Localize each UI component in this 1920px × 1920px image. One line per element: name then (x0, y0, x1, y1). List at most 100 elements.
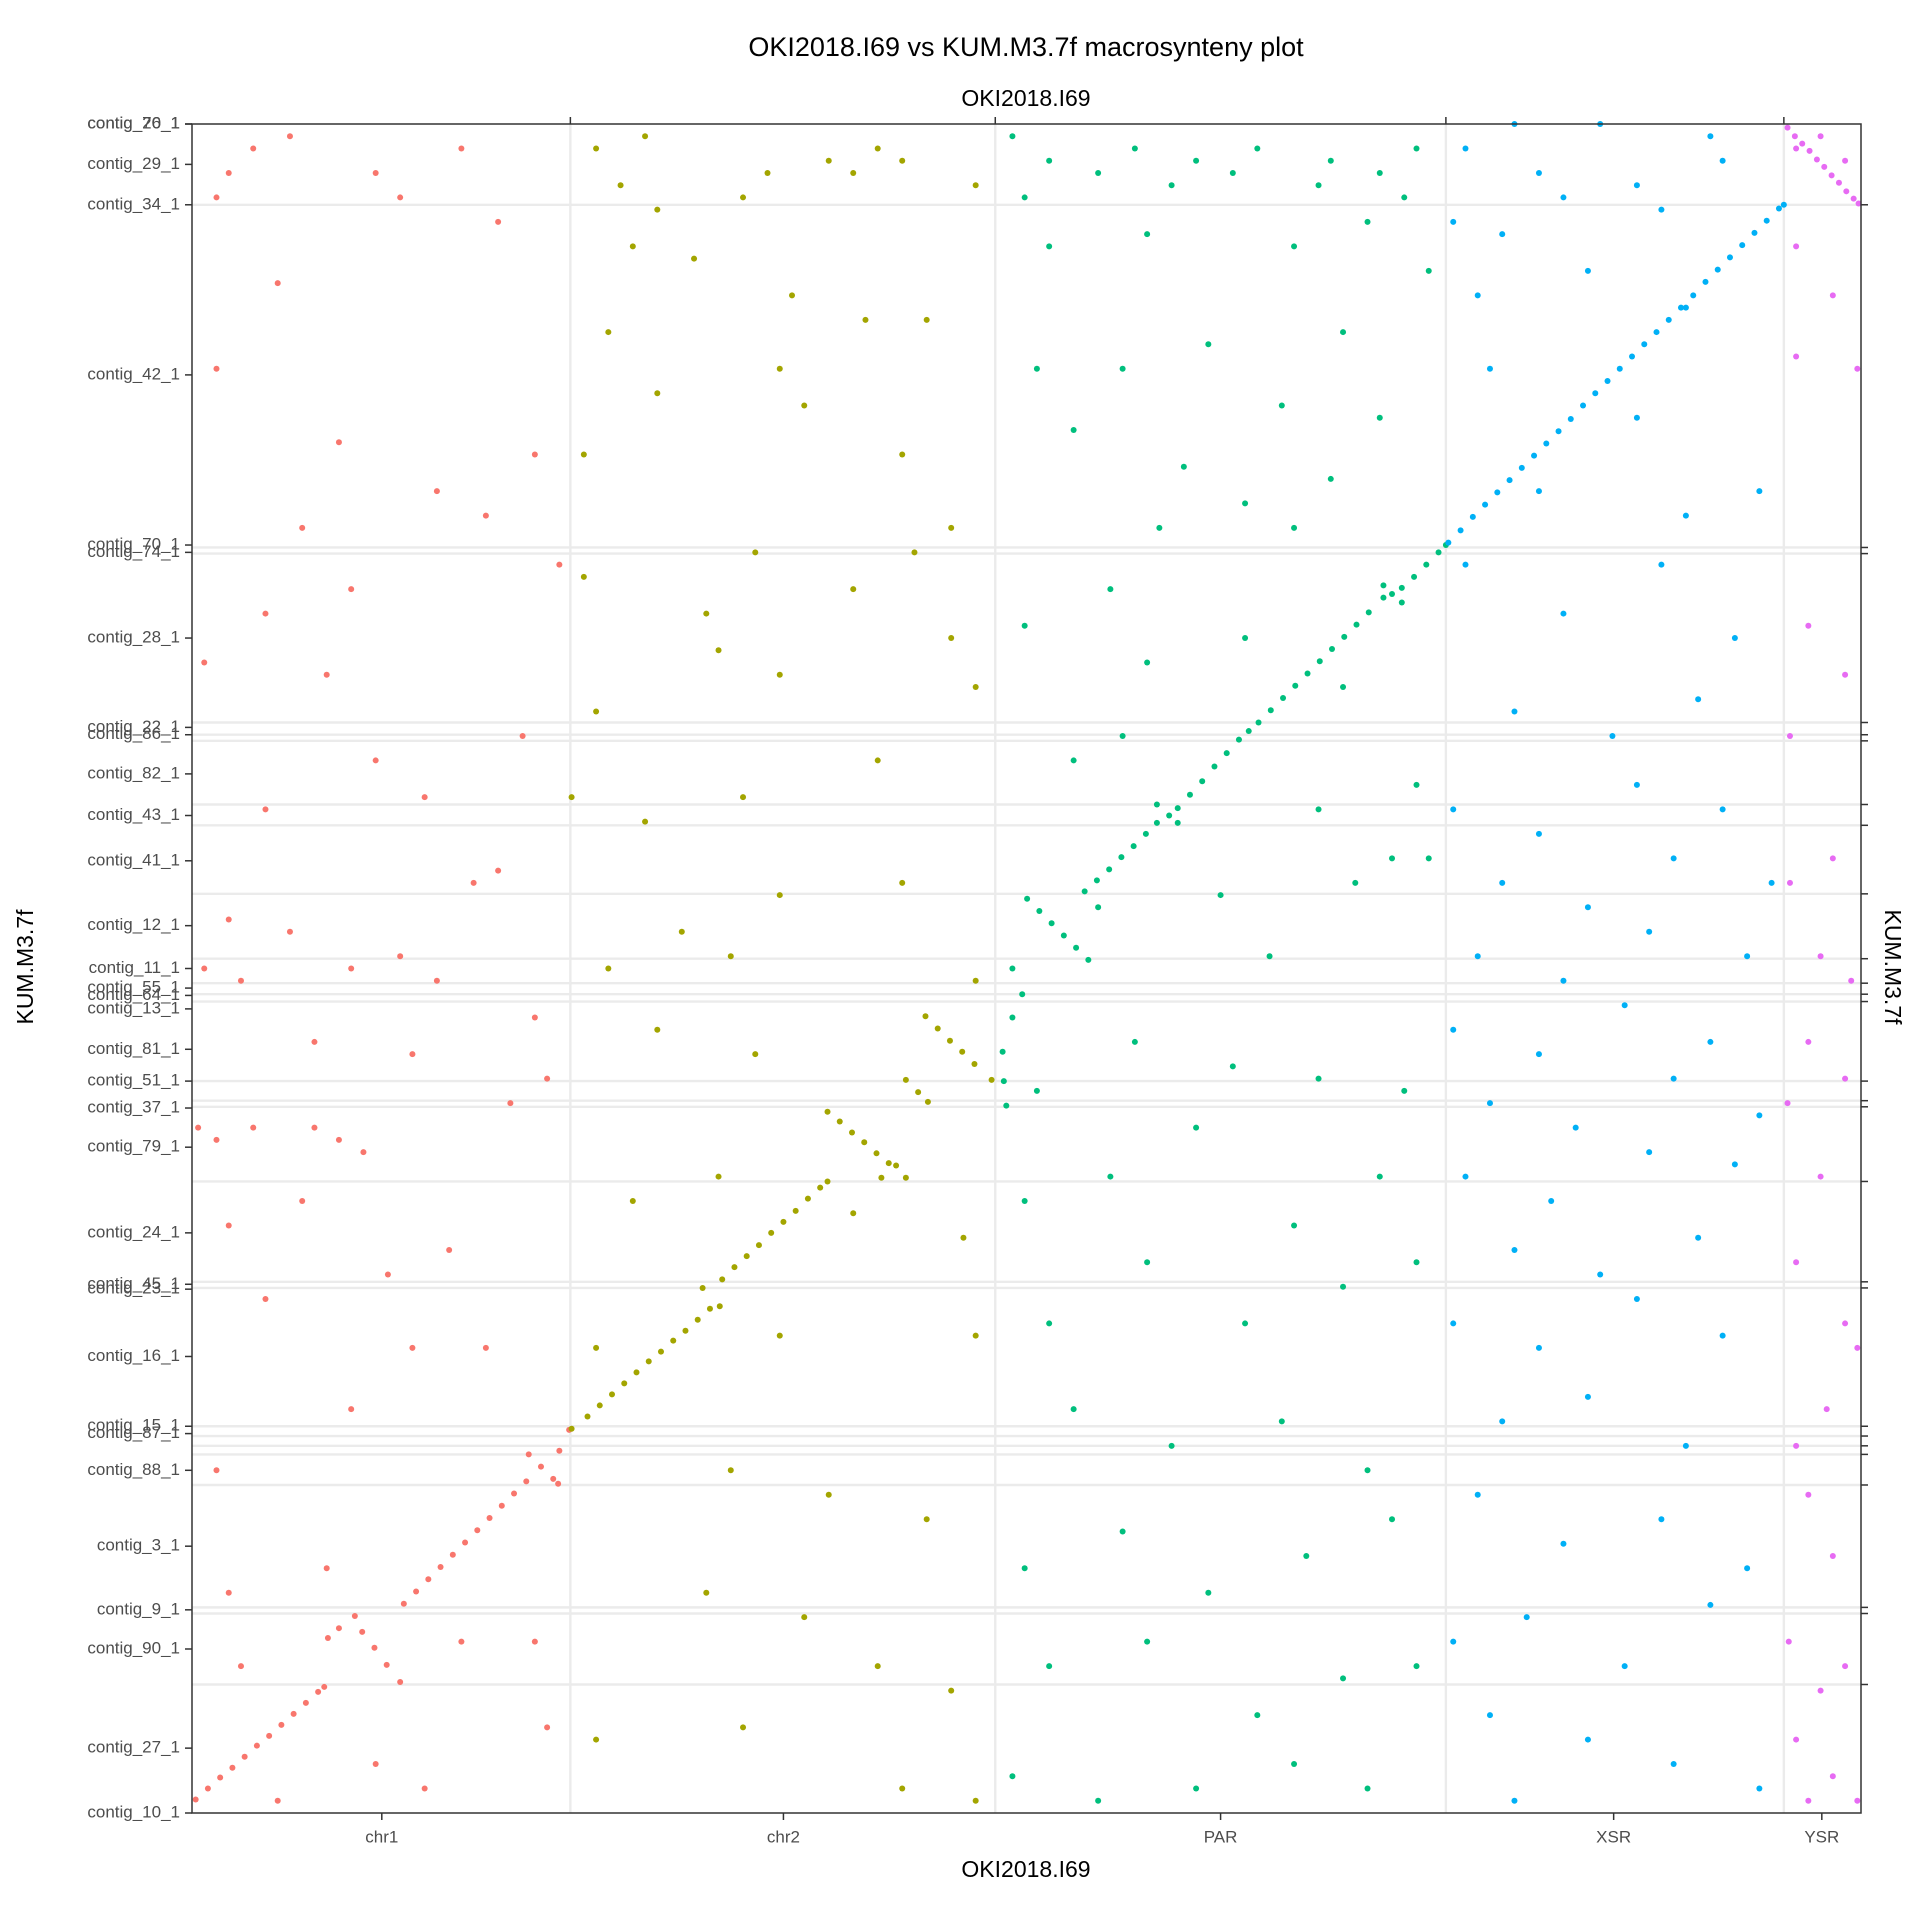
point (911, 549, 918, 556)
point (315, 1688, 322, 1695)
point (971, 1060, 978, 1067)
point (1817, 1687, 1824, 1694)
point (629, 1198, 636, 1205)
point (409, 1344, 416, 1351)
point (1291, 1222, 1298, 1229)
point (752, 1051, 759, 1058)
point (1118, 854, 1125, 861)
point (1817, 1173, 1824, 1180)
point (1131, 1038, 1138, 1045)
point (743, 1253, 750, 1260)
point (433, 488, 440, 495)
point (899, 1785, 906, 1792)
point (274, 1797, 281, 1804)
point (449, 1551, 456, 1558)
point (1793, 1442, 1800, 1449)
point (1242, 500, 1249, 507)
point (727, 953, 734, 960)
point (703, 610, 710, 617)
point (1621, 1663, 1628, 1670)
point (1707, 1038, 1714, 1045)
point (885, 1160, 892, 1167)
point (409, 1051, 416, 1058)
point (250, 1124, 257, 1131)
point (1633, 414, 1640, 421)
point (1799, 140, 1806, 147)
point (1785, 1638, 1792, 1645)
point (1168, 1442, 1175, 1449)
point (335, 1625, 342, 1632)
point (1457, 527, 1464, 534)
point (1174, 805, 1181, 812)
point (204, 1785, 211, 1792)
point (397, 194, 404, 201)
point (629, 243, 636, 250)
point (1462, 1173, 1469, 1180)
point (1511, 1797, 1518, 1804)
point (1341, 633, 1348, 640)
point (1186, 791, 1193, 798)
y-tick-label: contig_55_1 (87, 978, 180, 997)
point (523, 1478, 530, 1485)
y-tick-label: contig_74_1 (87, 542, 180, 561)
point (278, 1721, 285, 1728)
point (286, 133, 293, 140)
point (1413, 1663, 1420, 1670)
point (1523, 1614, 1530, 1621)
point (1107, 1173, 1114, 1180)
point (1633, 781, 1640, 788)
point (657, 1348, 664, 1355)
point (1843, 188, 1850, 195)
point (817, 1184, 824, 1191)
y-tick-label: contig_37_1 (87, 1098, 180, 1117)
point (1462, 145, 1469, 152)
point (1786, 732, 1793, 739)
x-axis-title: OKI2018.I69 (961, 1856, 1090, 1882)
point (1731, 635, 1738, 642)
point (1425, 267, 1432, 274)
point (1193, 157, 1200, 164)
point (1584, 904, 1591, 911)
point (654, 390, 661, 397)
point (437, 1563, 444, 1570)
point (1855, 200, 1862, 207)
point (1848, 977, 1855, 984)
point (1829, 1552, 1836, 1559)
point (486, 1515, 493, 1522)
point (645, 1358, 652, 1365)
point (899, 879, 906, 886)
point (1518, 464, 1525, 471)
point (1364, 218, 1371, 225)
point (1670, 1761, 1677, 1768)
point (335, 1136, 342, 1143)
point (972, 1797, 979, 1804)
point (372, 169, 379, 176)
point (1823, 1406, 1830, 1413)
point (384, 1271, 391, 1278)
point (1267, 707, 1274, 714)
point (1560, 610, 1567, 617)
point (383, 1661, 390, 1668)
point (1842, 671, 1849, 678)
point (1144, 1259, 1151, 1266)
point (948, 524, 955, 531)
point (609, 1391, 616, 1398)
point (1009, 133, 1016, 140)
point (1567, 415, 1574, 422)
point (1474, 1491, 1481, 1498)
point (1223, 750, 1230, 757)
point (934, 1025, 941, 1032)
point (311, 1038, 318, 1045)
point (874, 145, 881, 152)
point (1364, 1785, 1371, 1792)
point (1621, 1002, 1628, 1009)
point (924, 1098, 931, 1105)
point (1144, 659, 1151, 666)
point (972, 684, 979, 690)
point (605, 329, 612, 336)
point (262, 610, 269, 617)
point (371, 1644, 378, 1651)
point (482, 512, 489, 519)
point (1499, 1418, 1506, 1425)
point (1828, 172, 1835, 179)
